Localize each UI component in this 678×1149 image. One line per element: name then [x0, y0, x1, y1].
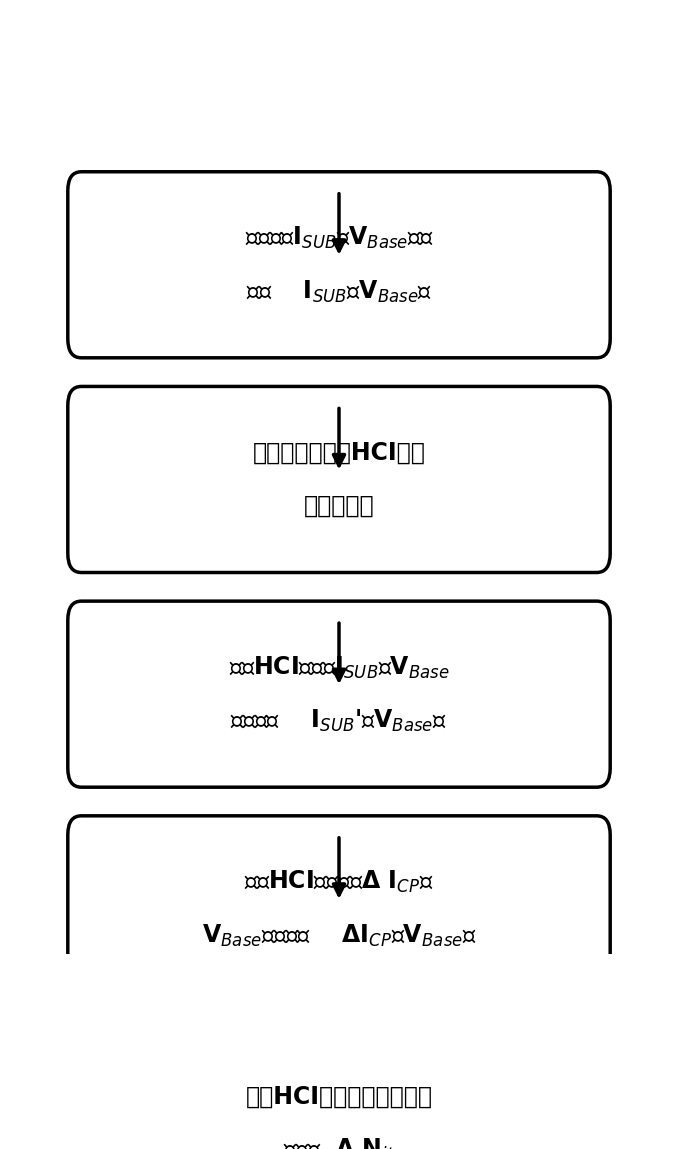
FancyBboxPatch shape [68, 386, 610, 572]
FancyBboxPatch shape [68, 816, 610, 1002]
Text: 的变化：    I$_{SUB}$'（V$_{Base}$）: 的变化： I$_{SUB}$'（V$_{Base}$） [231, 708, 447, 734]
Text: 密度：  Δ N$_{it}$: 密度： Δ N$_{it}$ [283, 1138, 395, 1149]
Text: 计算HCI退化前后Δ I$_{CP}$随: 计算HCI退化前后Δ I$_{CP}$随 [244, 869, 434, 895]
Text: V$_{Base}$的变化：    ΔI$_{CP}$（V$_{Base}$）: V$_{Base}$的变化： ΔI$_{CP}$（V$_{Base}$） [201, 923, 477, 949]
FancyBboxPatch shape [68, 1031, 610, 1149]
Text: 测量初始I$_{SUB}$随V$_{Base}$的变: 测量初始I$_{SUB}$随V$_{Base}$的变 [245, 225, 433, 252]
FancyBboxPatch shape [68, 601, 610, 787]
Text: 化：    I$_{SUB}$（V$_{Base}$）: 化： I$_{SUB}$（V$_{Base}$） [246, 278, 432, 304]
FancyBboxPatch shape [68, 171, 610, 357]
Text: 计算HCI退化产生的界面态: 计算HCI退化产生的界面态 [245, 1085, 433, 1109]
Text: 热载流子注入（HCI），: 热载流子注入（HCI）， [253, 441, 425, 465]
Text: 产生界面态: 产生界面态 [304, 494, 374, 518]
Text: 测量HCI退化后I$_{SUB}$随V$_{Base}$: 测量HCI退化后I$_{SUB}$随V$_{Base}$ [228, 655, 450, 680]
